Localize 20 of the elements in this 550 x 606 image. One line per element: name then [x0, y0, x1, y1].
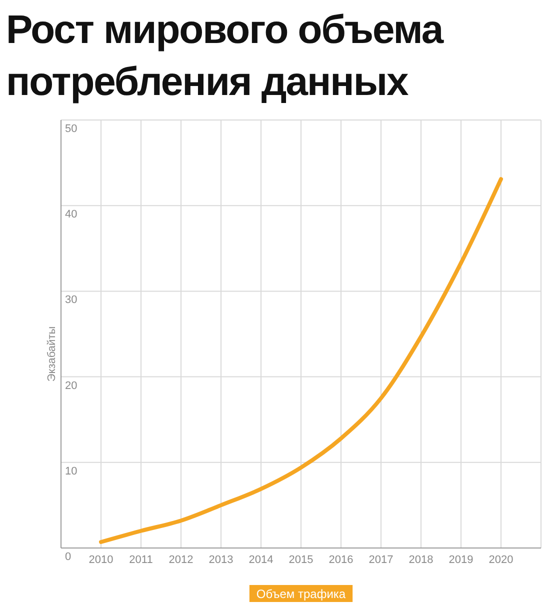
- y-tick-label: 50: [65, 123, 78, 135]
- y-tick-label: 40: [65, 208, 78, 221]
- y-tick-label: 30: [65, 294, 78, 306]
- x-tick-label: 2013: [208, 554, 234, 566]
- x-tick-label: 2020: [488, 554, 514, 566]
- x-tick-label: 2017: [368, 554, 394, 566]
- y-tick-label: 0: [65, 551, 72, 563]
- chart-title: Рост мирового объема потребления данных: [6, 8, 444, 104]
- x-tick-label: 2019: [448, 554, 474, 566]
- x-tick-label: 2011: [129, 554, 153, 566]
- x-tick-label: 2018: [408, 554, 434, 566]
- x-tick-label: 2012: [168, 554, 194, 566]
- text: Объем трафика: [256, 587, 346, 601]
- y-tick-label: 10: [65, 465, 78, 478]
- x-tick-label: 2016: [328, 554, 354, 566]
- x-tick-label: 2015: [288, 554, 314, 566]
- y-axis-title: Экзабайты: [46, 326, 58, 382]
- y-tick-label: 20: [65, 380, 78, 392]
- x-tick-label: 2014: [248, 554, 274, 566]
- x-tick-label: 2010: [88, 554, 114, 566]
